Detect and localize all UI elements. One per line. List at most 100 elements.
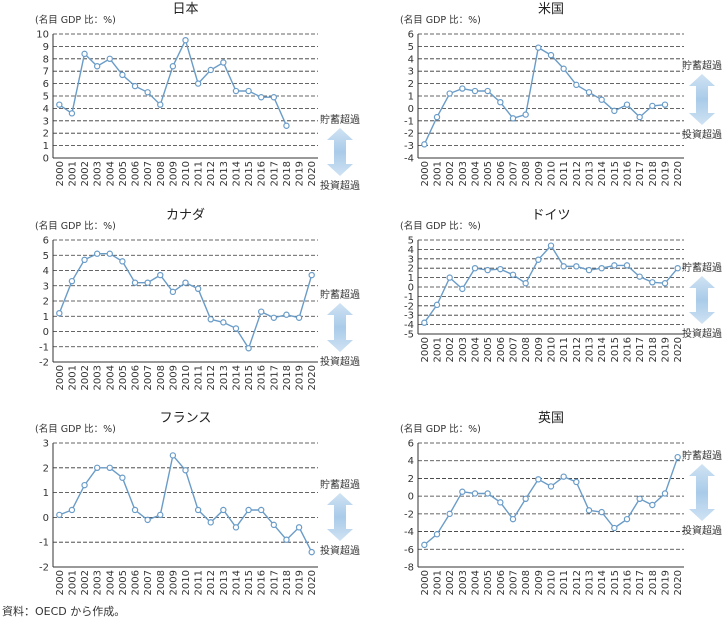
x-tick-label: 2018	[648, 161, 659, 186]
x-tick-label: 2018	[282, 161, 293, 186]
x-tick-label: 2003	[458, 570, 469, 595]
y-tick-label: -4	[404, 154, 414, 165]
x-tick-label: 2008	[521, 570, 532, 595]
x-tick-label: 2018	[648, 337, 659, 362]
data-point	[220, 59, 227, 66]
x-tick-label: 2000	[55, 161, 66, 186]
x-tick-label: 2017	[635, 570, 646, 595]
data-point	[560, 263, 567, 270]
y-axis-unit-label: (名目 GDP 比：%)	[35, 14, 116, 26]
x-tick-label: 2019	[661, 161, 672, 186]
data-point	[611, 107, 618, 115]
x-tick-label: 2016	[623, 337, 634, 362]
x-tick-label: 2004	[471, 570, 482, 595]
y-tick-label: 2	[43, 297, 49, 308]
x-tick-label: 2006	[496, 570, 507, 595]
x-tick-label: 2007	[509, 570, 520, 595]
x-tick-label: 2019	[295, 365, 306, 390]
y-tick-label: 3	[408, 254, 414, 265]
x-tick-label: 2004	[471, 337, 482, 362]
y-tick-label: -2	[404, 509, 414, 520]
x-tick-label: 2000	[55, 365, 66, 390]
x-tick-label: 2011	[194, 365, 205, 390]
y-tick-label: 4	[408, 245, 414, 256]
data-point	[661, 280, 669, 287]
x-tick-label: 2008	[521, 161, 532, 186]
y-tick-label: 6	[408, 30, 414, 41]
x-tick-label: 2012	[206, 365, 217, 390]
data-point	[636, 273, 643, 280]
y-tick-label: 3	[408, 67, 414, 78]
x-tick-label: 2009	[534, 570, 545, 595]
surplus-label: 貯蓄超過	[682, 449, 722, 462]
data-point	[636, 495, 643, 502]
x-tick-label: 2006	[496, 161, 507, 186]
double-arrow-icon	[689, 74, 715, 125]
x-tick-label: 2010	[547, 161, 558, 186]
x-tick-label: 2001	[433, 570, 444, 595]
y-tick-label: 1	[408, 92, 414, 103]
y-tick-label: 9	[43, 42, 49, 53]
data-point	[649, 279, 656, 286]
x-tick-label: 2015	[244, 570, 255, 595]
data-point	[471, 265, 479, 272]
data-point	[308, 271, 315, 279]
x-tick-label: 2012	[206, 161, 217, 186]
data-point	[522, 495, 529, 502]
y-axis-unit-label: (名目 GDP 比：%)	[35, 423, 116, 435]
y-tick-label: -2	[404, 129, 414, 140]
x-tick-label: 2001	[433, 337, 444, 362]
data-point	[497, 98, 504, 106]
x-tick-label: 2008	[156, 570, 167, 595]
data-point	[674, 453, 681, 461]
data-point	[131, 506, 139, 514]
data-point	[131, 279, 139, 286]
x-tick-label: 2009	[534, 161, 545, 186]
data-point	[232, 87, 240, 95]
y-tick-label: 3	[43, 281, 49, 292]
x-tick-label: 2017	[269, 161, 280, 186]
y-tick-label: 0	[43, 154, 49, 165]
x-tick-label: 2014	[597, 161, 608, 186]
data-point	[245, 506, 252, 514]
x-tick-label: 2007	[509, 337, 520, 362]
x-tick-label: 2012	[572, 161, 583, 186]
data-point	[560, 65, 567, 72]
data-point	[497, 499, 504, 506]
data-point	[484, 490, 491, 497]
x-tick-label: 2008	[156, 161, 167, 186]
data-point	[446, 274, 453, 281]
data-point	[547, 483, 555, 490]
x-tick-label: 2002	[80, 365, 91, 390]
data-point	[68, 506, 76, 514]
data-point	[471, 490, 479, 497]
data-point	[157, 101, 164, 108]
chart-title: フランス	[160, 411, 212, 426]
x-tick-label: 2014	[231, 570, 242, 595]
x-tick-label: 2011	[559, 161, 570, 186]
x-tick-label: 2005	[118, 161, 129, 186]
data-point	[93, 250, 101, 257]
x-tick-label: 2006	[131, 365, 142, 390]
data-point	[459, 488, 466, 495]
deficit-label: 投資超過	[320, 544, 360, 557]
x-tick-label: 2018	[648, 570, 659, 595]
data-point	[471, 87, 479, 95]
x-tick-label: 2000	[420, 570, 431, 595]
data-point	[585, 507, 593, 514]
data-point	[207, 66, 214, 74]
x-tick-label: 2012	[572, 570, 583, 595]
x-tick-label: 2002	[445, 337, 456, 362]
y-tick-label: -1	[404, 116, 414, 127]
data-point	[283, 536, 290, 543]
data-point	[459, 285, 466, 293]
x-tick-label: 2008	[521, 337, 532, 362]
x-tick-label: 2001	[67, 570, 78, 595]
data-point	[484, 266, 491, 274]
x-tick-label: 2001	[67, 365, 78, 390]
data-point	[674, 265, 681, 272]
data-point	[611, 262, 618, 269]
x-tick-label: 2003	[458, 161, 469, 186]
